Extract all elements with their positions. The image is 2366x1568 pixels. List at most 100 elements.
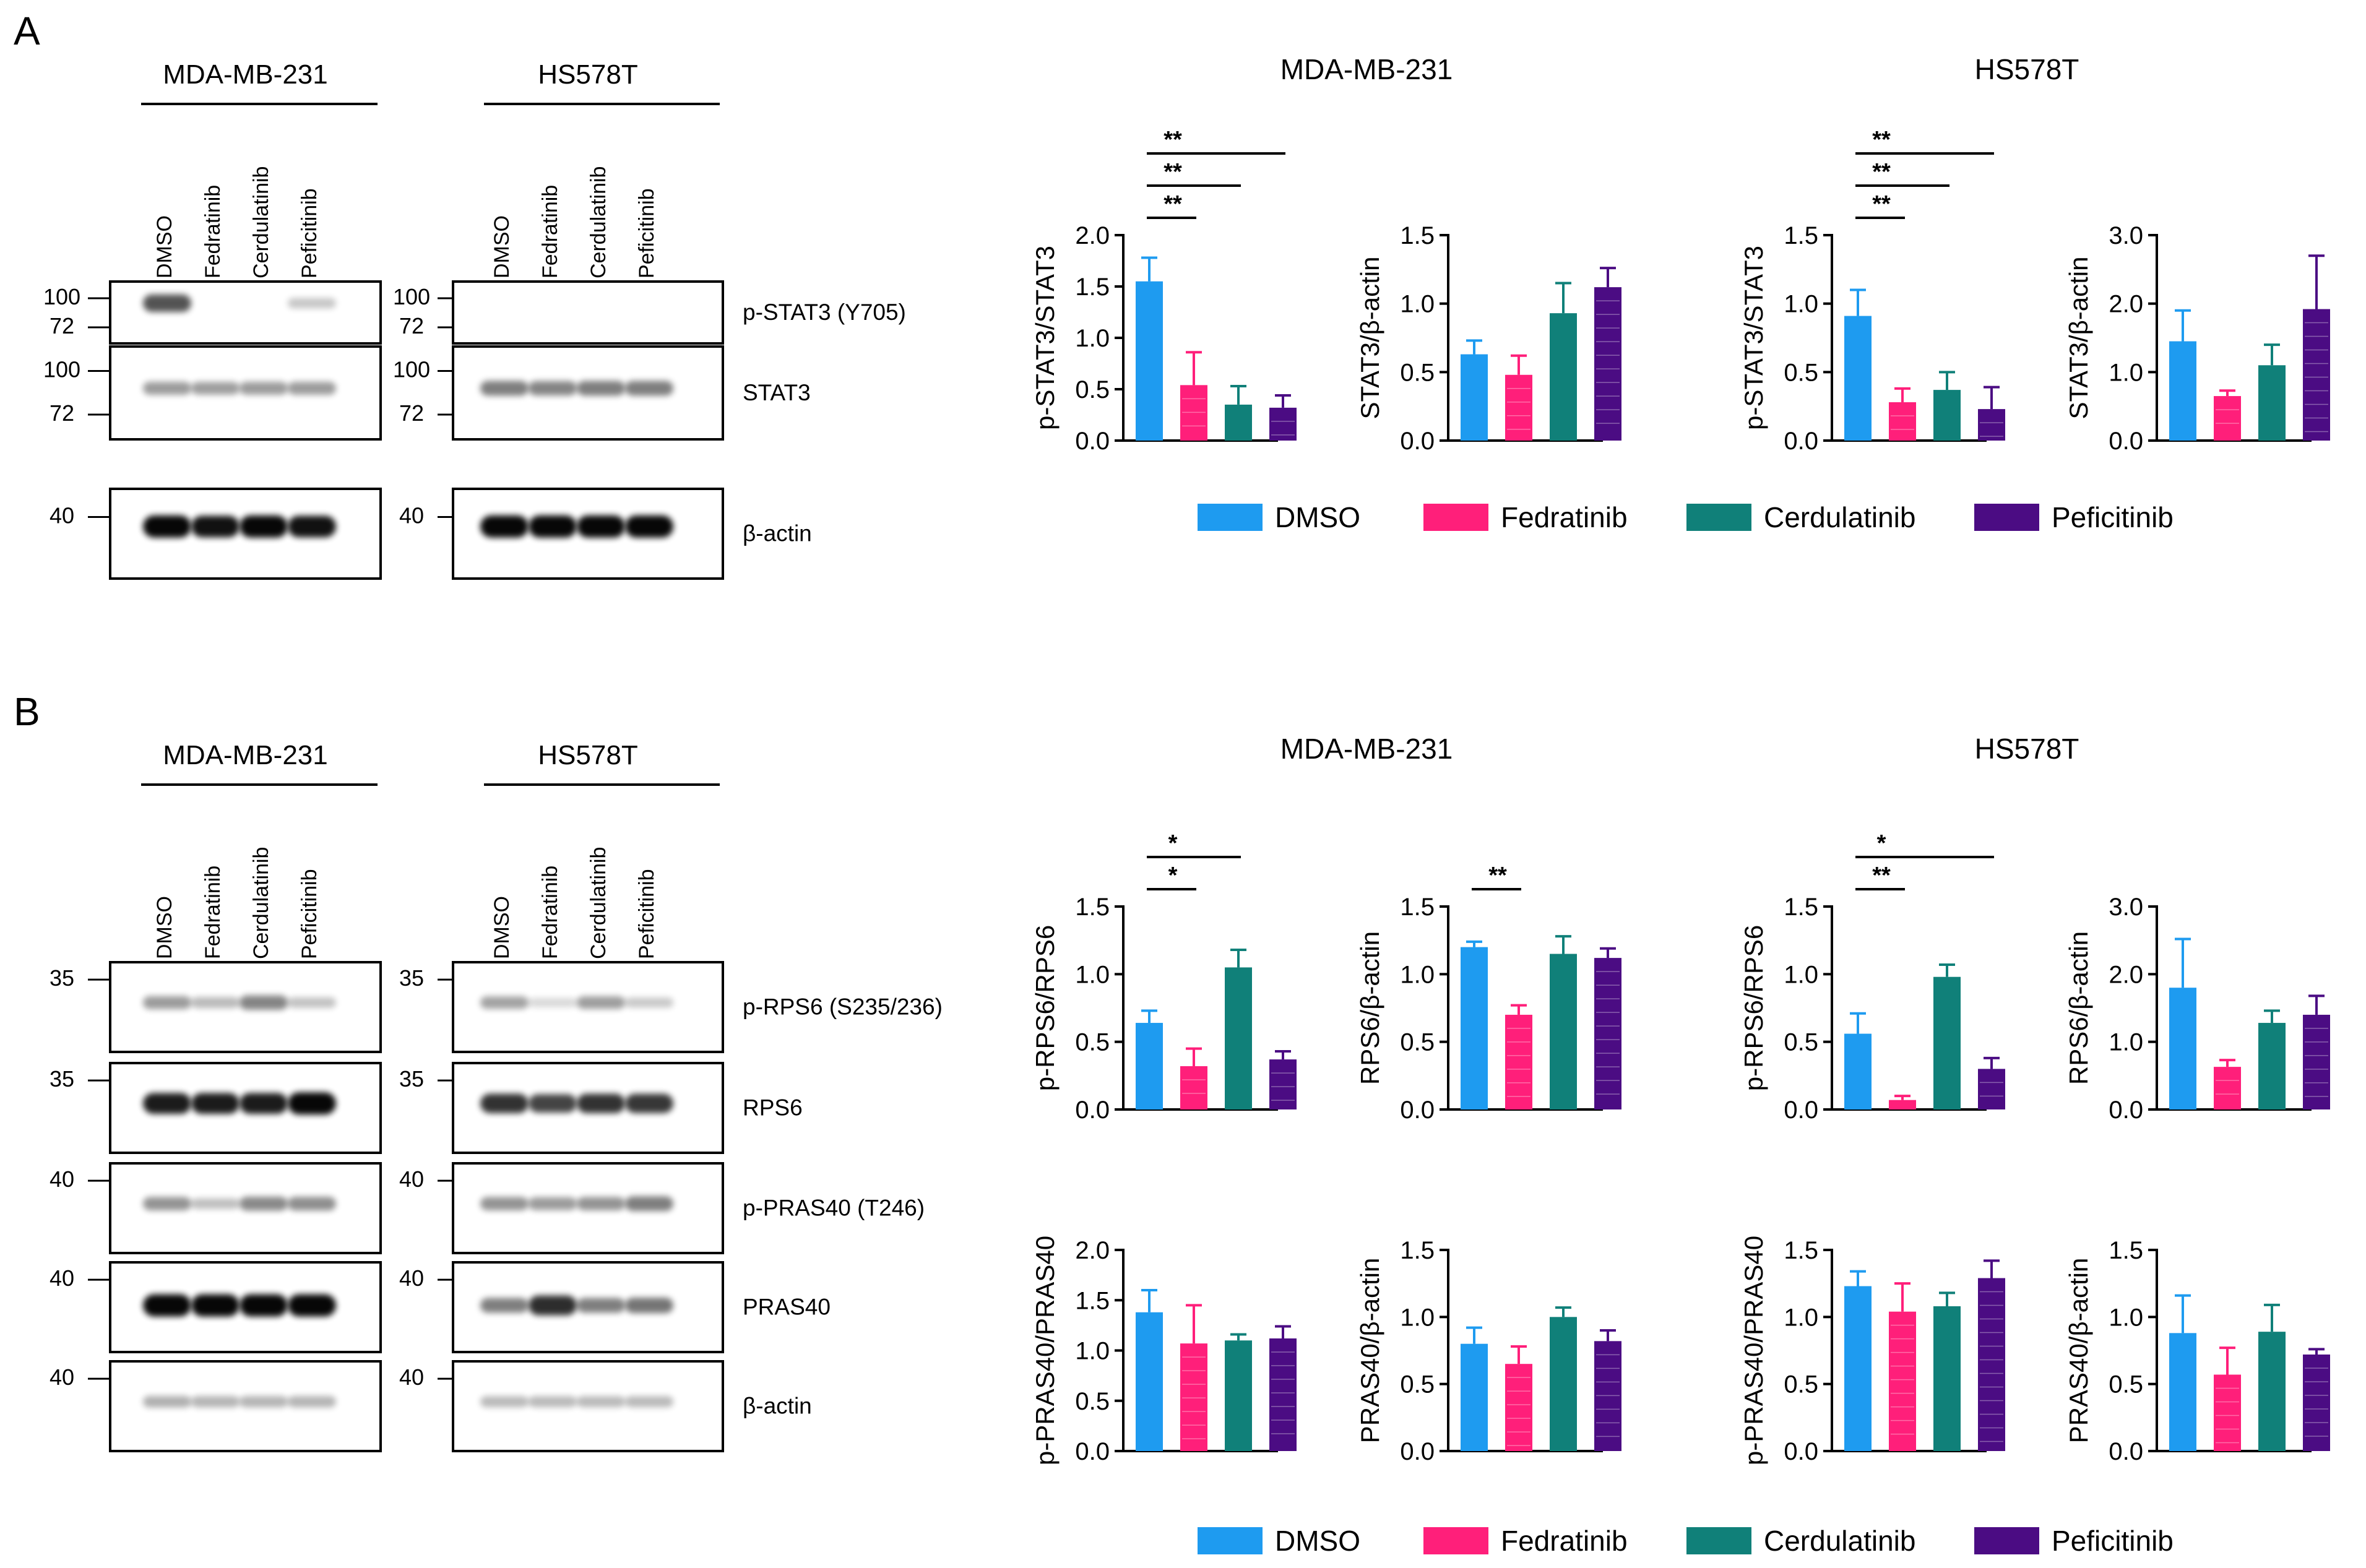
blot-lane-label: Fedratinib — [201, 866, 225, 959]
significance-stars: * — [1877, 830, 1886, 856]
blot-lane-label: DMSO — [490, 215, 514, 278]
blot-mw-marker: 40 — [50, 1265, 74, 1291]
bar-chart-1: 0.0 0.5 1.0 1.5 STAT3/β-actin — [1355, 222, 1621, 455]
y-tick-label: 0.5 — [1075, 1388, 1110, 1415]
blot-band — [480, 515, 529, 538]
bar-chart-10: 0.0 0.5 1.0 1.5 p-PRAS40/PRAS40 — [1739, 1236, 2005, 1465]
blot-band — [529, 1197, 577, 1210]
y-axis-label: p-RPS6/RPS6 — [1030, 925, 1060, 1091]
blot-lane-label: Fedratinib — [538, 866, 562, 959]
blot-protein-label: STAT3 — [743, 380, 811, 405]
blot-band — [191, 1396, 240, 1408]
blot-band — [577, 1298, 625, 1313]
blot-band — [577, 996, 625, 1009]
blot-band — [529, 381, 577, 396]
y-tick-label: 1.5 — [1400, 222, 1435, 249]
y-tick-label: 2.0 — [2109, 961, 2143, 988]
bar-fedratinib — [1889, 402, 1916, 441]
y-axis-label: RPS6/β-actin — [2064, 931, 2093, 1085]
blot-band — [191, 1093, 240, 1114]
chart-title-hs: HS578T — [1975, 733, 2079, 765]
legend-0: DMSO Fedratinib Cerdulatinib Peficitinib — [1198, 501, 2174, 533]
bar-charts: 0.00.51.01.52.0p-STAT3/STAT3******0.00.5… — [1030, 53, 2330, 1465]
blot-lane-label: Peficitinib — [635, 188, 658, 278]
y-tick-label: 1.0 — [1075, 325, 1110, 352]
legends: DMSO Fedratinib Cerdulatinib PeficitinibDMS… — [1198, 501, 2174, 1557]
bar-peficitinib — [2303, 1355, 2330, 1451]
legend-swatch — [1686, 504, 1751, 531]
y-tick-label: 0.5 — [1400, 1371, 1435, 1398]
blot-band — [577, 1093, 625, 1114]
y-tick-label: 0.0 — [2109, 1438, 2143, 1465]
chart-title-mda: MDA-MB-231 — [1280, 733, 1453, 765]
blot-band — [480, 381, 529, 396]
y-tick-label: 1.0 — [2109, 359, 2143, 386]
bar-cerdulatinib — [1550, 313, 1577, 441]
y-axis-label: p-PRAS40/PRAS40 — [1030, 1236, 1060, 1465]
blot-mw-marker: 100 — [393, 357, 430, 382]
bar-chart-9: 0.0 0.5 1.0 1.5 PRAS40/β-actin — [1355, 1237, 1621, 1465]
legend-swatch — [1974, 504, 2039, 531]
blot-band — [529, 1295, 577, 1316]
bar-cerdulatinib — [1225, 967, 1252, 1109]
blot-lane-label: DMSO — [153, 896, 176, 959]
bar-cerdulatinib — [1933, 390, 1961, 441]
y-tick-label: 1.0 — [1784, 291, 1818, 318]
blot-membrane — [452, 280, 724, 345]
blot-band — [191, 997, 240, 1009]
legend-label: DMSO — [1275, 1525, 1360, 1557]
y-tick-label: 0.0 — [2109, 428, 2143, 455]
bar-peficitinib — [1269, 1059, 1297, 1109]
legend-label: DMSO — [1275, 501, 1360, 533]
blot-mw-marker: 40 — [50, 1166, 74, 1192]
significance-stars: ** — [1872, 127, 1891, 153]
y-tick-label: 0.0 — [2109, 1096, 2143, 1124]
blot-band — [143, 996, 191, 1009]
legend-swatch — [1974, 1527, 2039, 1554]
bar-chart-8: 0.0 0.5 1.0 1.5 2.0 p-PRAS40/PRAS40 — [1030, 1236, 1297, 1465]
blot-mw-marker: 35 — [399, 1066, 424, 1092]
blot-cell-title: HS578T — [538, 740, 637, 770]
blot-mw-marker: 100 — [43, 284, 80, 309]
blot-band — [288, 515, 336, 538]
y-tick-label: 1.0 — [1784, 1304, 1818, 1331]
bar-peficitinib — [2303, 1014, 2330, 1109]
blot-protein-label: p-STAT3 (Y705) — [743, 299, 906, 325]
blot-lane-label: Cerdulatinib — [249, 166, 273, 278]
blot-mw-marker: 100 — [43, 357, 80, 382]
blot-band — [625, 1396, 673, 1408]
bar-dmso — [1136, 281, 1163, 441]
bar-dmso — [2169, 988, 2196, 1109]
bar-chart-0: 0.0 0.5 1.0 1.5 2.0 p-STAT3/STAT3 ** ** ** — [1030, 127, 1297, 455]
legend-swatch — [1198, 1527, 1263, 1554]
bar-dmso — [1136, 1023, 1163, 1109]
blot-mw-marker: 40 — [399, 1265, 424, 1291]
y-tick-label: 1.5 — [1075, 274, 1110, 301]
y-tick-label: 2.0 — [1075, 222, 1110, 249]
legend-swatch — [1423, 504, 1488, 531]
blot-band — [529, 1396, 577, 1408]
blot-band — [240, 1093, 288, 1114]
blot-band — [577, 381, 625, 396]
blot-band — [288, 298, 336, 309]
bar-chart-3: 0.0 1.0 2.0 3.0 STAT3/β-actin — [2064, 222, 2330, 455]
blot-band — [240, 1396, 288, 1408]
legend-swatch — [1423, 1527, 1488, 1554]
bar-dmso — [1844, 1286, 1872, 1451]
bar-peficitinib — [1594, 1341, 1621, 1451]
blot-band — [577, 1396, 625, 1408]
blot-lane-label: DMSO — [153, 215, 176, 278]
western-blots: MDA-MB-231 DMSO Fedratinib Cerdulatinib Pefi… — [43, 59, 943, 1452]
y-tick-label: 2.0 — [1075, 1237, 1110, 1264]
blot-mw-marker: 100 — [393, 284, 430, 309]
blot-mw-marker: 40 — [50, 1364, 74, 1390]
blot-lane-label: Peficitinib — [298, 188, 321, 278]
y-tick-label: 0.5 — [1784, 1371, 1818, 1398]
legend-label: Cerdulatinib — [1764, 1525, 1915, 1557]
blot-band — [625, 997, 673, 1008]
blot-lane-label: Fedratinib — [201, 185, 225, 278]
y-tick-label: 0.0 — [1400, 428, 1435, 455]
bar-cerdulatinib — [1225, 1340, 1252, 1451]
y-tick-label: 1.5 — [1784, 894, 1818, 921]
y-tick-label: 1.5 — [1400, 1237, 1435, 1264]
